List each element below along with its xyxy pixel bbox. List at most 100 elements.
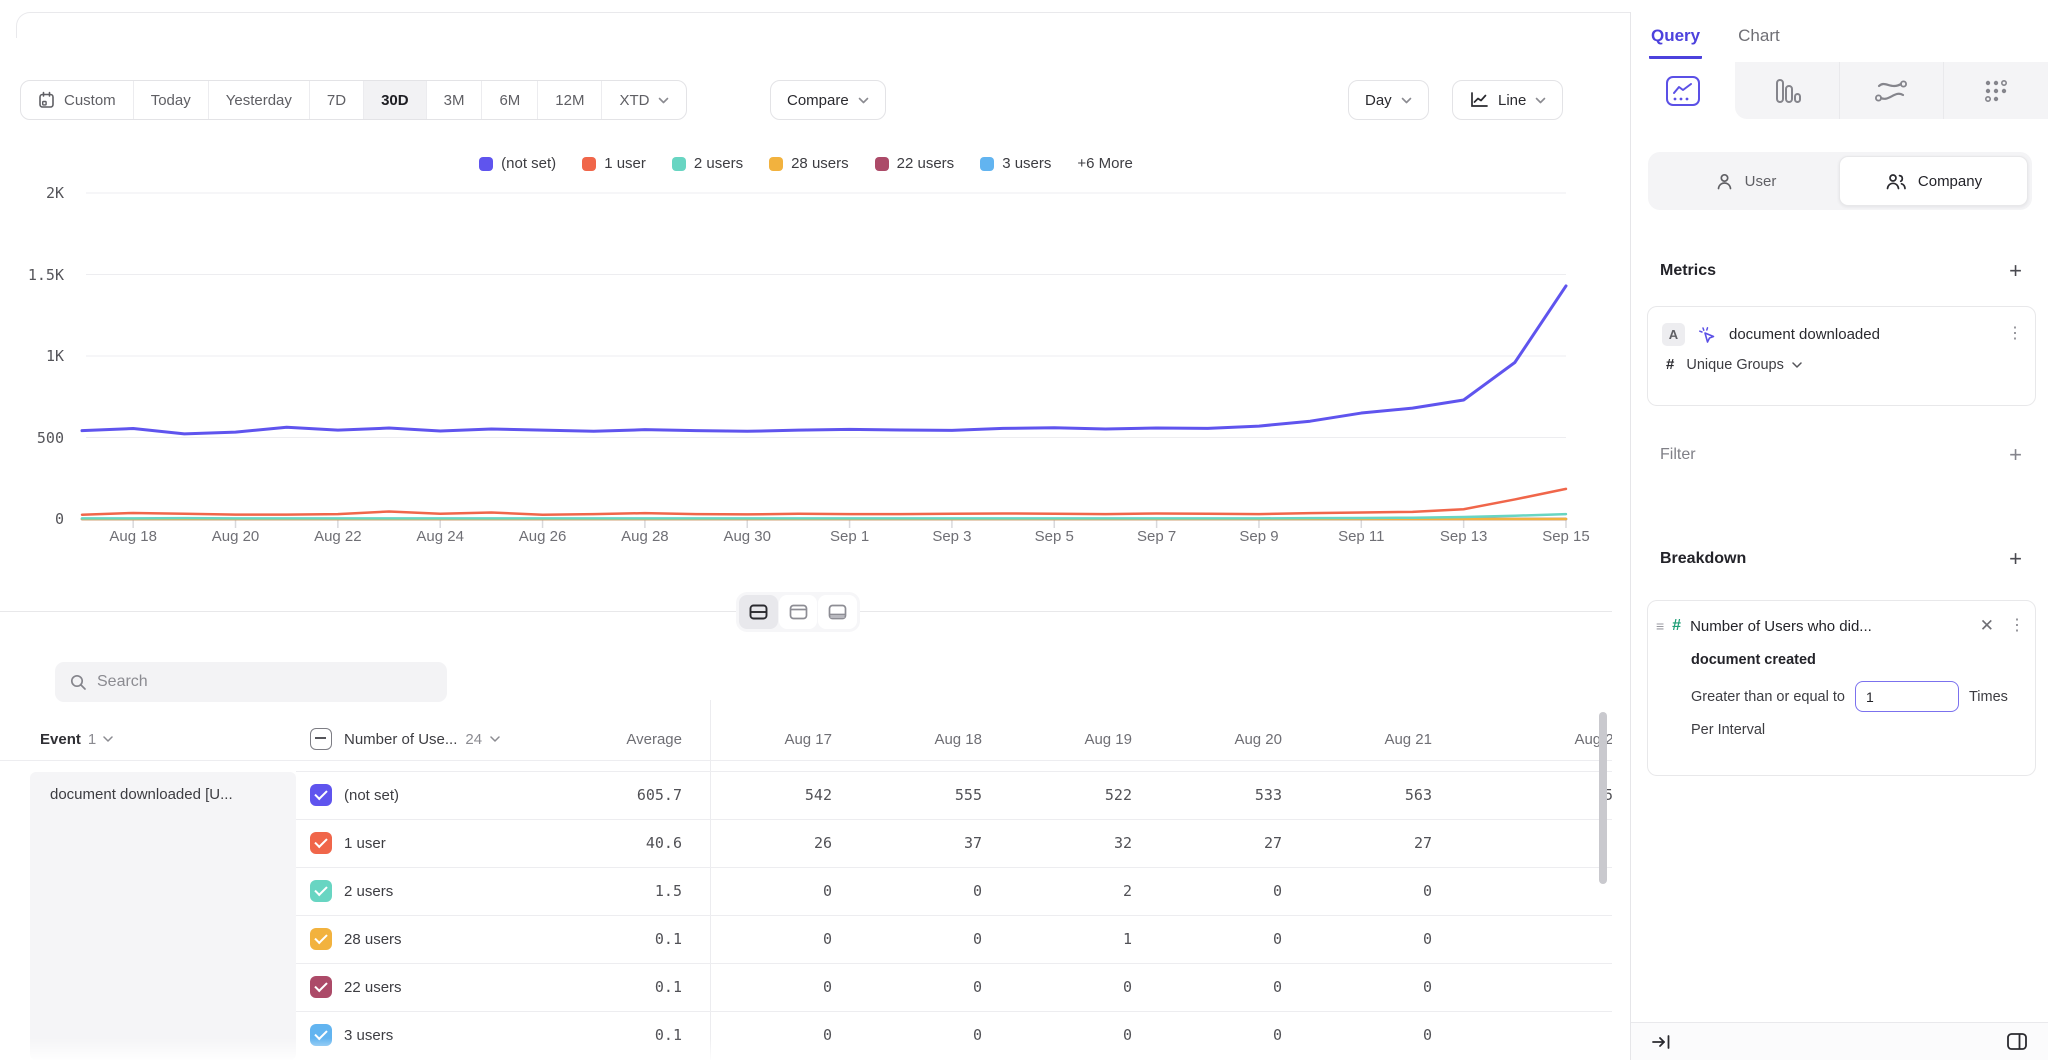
tab-query[interactable]: Query: [1649, 14, 1703, 59]
range-label: 6M: [499, 91, 521, 109]
breakdown-kebab-icon[interactable]: ⋮: [2009, 616, 2025, 634]
range-today[interactable]: Today: [134, 81, 209, 119]
layout-table-only-button[interactable]: [818, 595, 858, 629]
y-tick-label: 2K: [45, 184, 64, 202]
date-column-header: Aug 19: [1084, 730, 1132, 748]
metric-kebab-icon[interactable]: ⋮: [2007, 325, 2023, 343]
chevron-down-icon: [1792, 361, 1802, 368]
date-column-header: Aug 17: [784, 730, 832, 748]
view-tab-grid-dots[interactable]: [1943, 62, 2048, 119]
row-checkbox[interactable]: [310, 976, 332, 998]
event-group-cell[interactable]: document downloaded [U...: [30, 772, 296, 1060]
layout-split-view-button[interactable]: [739, 595, 778, 629]
x-tick-label: Sep 7: [1137, 528, 1177, 545]
table-scrollbar[interactable]: [1599, 712, 1607, 884]
cell-value: 522: [1104, 786, 1132, 804]
range-7d[interactable]: 7D: [310, 81, 365, 119]
legend-color-chip: [479, 156, 494, 171]
cell-value: 1: [1122, 930, 1132, 948]
search-input[interactable]: [97, 673, 433, 691]
range-30d[interactable]: 30D: [364, 81, 427, 119]
legend-item[interactable]: 2 users: [671, 155, 743, 172]
series-count: 24: [465, 730, 483, 748]
table-row: 28 users 0.1 0 0 1 0 0 0: [0, 915, 1612, 963]
legend-more[interactable]: +6 More: [1077, 155, 1133, 172]
cell-value: 0: [822, 978, 832, 996]
breakdown-name[interactable]: Number of Users who did...: [1690, 617, 1872, 635]
date-column-header: Aug 20: [1234, 730, 1282, 748]
row-checkbox[interactable]: [310, 832, 332, 854]
table-header: Event 1 Number of Use... 24 Average Aug …: [0, 718, 1612, 760]
legend-label: 3 users: [1002, 155, 1052, 172]
metrics-title: Metrics: [1660, 262, 1717, 279]
select-all-checkbox[interactable]: [310, 728, 332, 750]
row-checkbox[interactable]: [310, 928, 332, 950]
add-breakdown-button[interactable]: +: [2009, 546, 2022, 571]
range-label: 30D: [381, 91, 409, 109]
legend-color-chip: [582, 156, 597, 171]
legend-item[interactable]: (not set): [479, 155, 556, 172]
side-panel-icon[interactable]: [2006, 1032, 2028, 1051]
breakdown-value-input[interactable]: [1854, 681, 1959, 712]
chart-type-dropdown[interactable]: Line: [1452, 80, 1564, 120]
chart-legend: (not set) 1 user 2 users 28 users 22 users 3 …: [0, 155, 1612, 172]
legend-item[interactable]: 1 user: [582, 155, 646, 172]
range-custom[interactable]: Custom: [21, 81, 134, 119]
y-tick-label: 1K: [45, 347, 64, 365]
cell-value: 0: [1272, 930, 1282, 948]
chevron-down-icon: [858, 97, 869, 104]
range-12m[interactable]: 12M: [538, 81, 603, 119]
row-checkbox[interactable]: [310, 1024, 332, 1046]
range-yesterday[interactable]: Yesterday: [209, 81, 310, 119]
series-cell: (not set): [296, 784, 550, 806]
cell-value: 53: [1603, 786, 1612, 804]
event-header-label: Event: [40, 730, 81, 748]
table-row: 3 users 0.1 0 0 0 0 0 0: [0, 1011, 1612, 1059]
series-line: [80, 284, 1568, 436]
average-value: 0.1: [654, 1026, 682, 1044]
page-border: [16, 12, 2048, 38]
event-spark-icon: [1697, 325, 1717, 345]
measure-dropdown[interactable]: Unique Groups: [1686, 357, 1802, 373]
legend-item[interactable]: 3 users: [980, 155, 1051, 172]
scope-user[interactable]: User: [1652, 156, 1839, 206]
metric-event-name[interactable]: document downloaded: [1729, 326, 1880, 343]
legend-item[interactable]: 28 users: [769, 155, 849, 172]
series-header-group[interactable]: Number of Use... 24: [344, 731, 500, 748]
tab-chart[interactable]: Chart: [1738, 26, 1780, 45]
legend-color-chip: [671, 156, 686, 171]
chevron-down-icon: [490, 736, 500, 742]
collapse-panel-icon[interactable]: [1651, 1033, 1673, 1051]
breakdown-condition: Greater than or equal to: [1691, 688, 1845, 705]
layout-chart-only-button[interactable]: [778, 595, 818, 629]
metric-card[interactable]: A document downloaded ⋮ # Unique Groups: [1647, 306, 2036, 406]
row-checkbox[interactable]: [310, 880, 332, 902]
range-6m[interactable]: 6M: [482, 81, 539, 119]
drag-handle-icon[interactable]: ≡: [1656, 618, 1664, 634]
range-xtd[interactable]: XTD: [602, 81, 686, 119]
panel-divider: [1630, 12, 1631, 1060]
cell-value: 0: [972, 882, 982, 900]
cell-value: 2: [1122, 882, 1132, 900]
range-3m[interactable]: 3M: [427, 81, 483, 119]
event-column-header[interactable]: Event 1: [0, 731, 296, 748]
cell-value: 0: [1422, 882, 1432, 900]
legend-color-chip: [874, 156, 889, 171]
scope-company[interactable]: Company: [1839, 156, 2028, 206]
add-filter-button[interactable]: +: [2009, 442, 2022, 467]
view-tab-line-chart[interactable]: [1631, 62, 1735, 119]
legend-item[interactable]: 22 users: [874, 155, 954, 172]
breakdown-card[interactable]: ≡ # Number of Users who did... ✕ ⋮ docum…: [1647, 600, 2036, 776]
user-icon: [1715, 172, 1734, 191]
interval-dropdown[interactable]: Day: [1348, 80, 1429, 120]
chart-only-icon: [789, 604, 808, 620]
add-metric-button[interactable]: +: [2009, 258, 2022, 283]
close-icon[interactable]: ✕: [1979, 616, 1994, 635]
series-label: 28 users: [344, 930, 402, 948]
row-checkbox[interactable]: [310, 784, 332, 806]
view-tab-bar-chart[interactable]: [1734, 62, 1839, 119]
compare-button[interactable]: Compare: [770, 80, 886, 120]
view-tab-flow[interactable]: [1838, 62, 1944, 119]
company-icon: [1885, 172, 1907, 191]
